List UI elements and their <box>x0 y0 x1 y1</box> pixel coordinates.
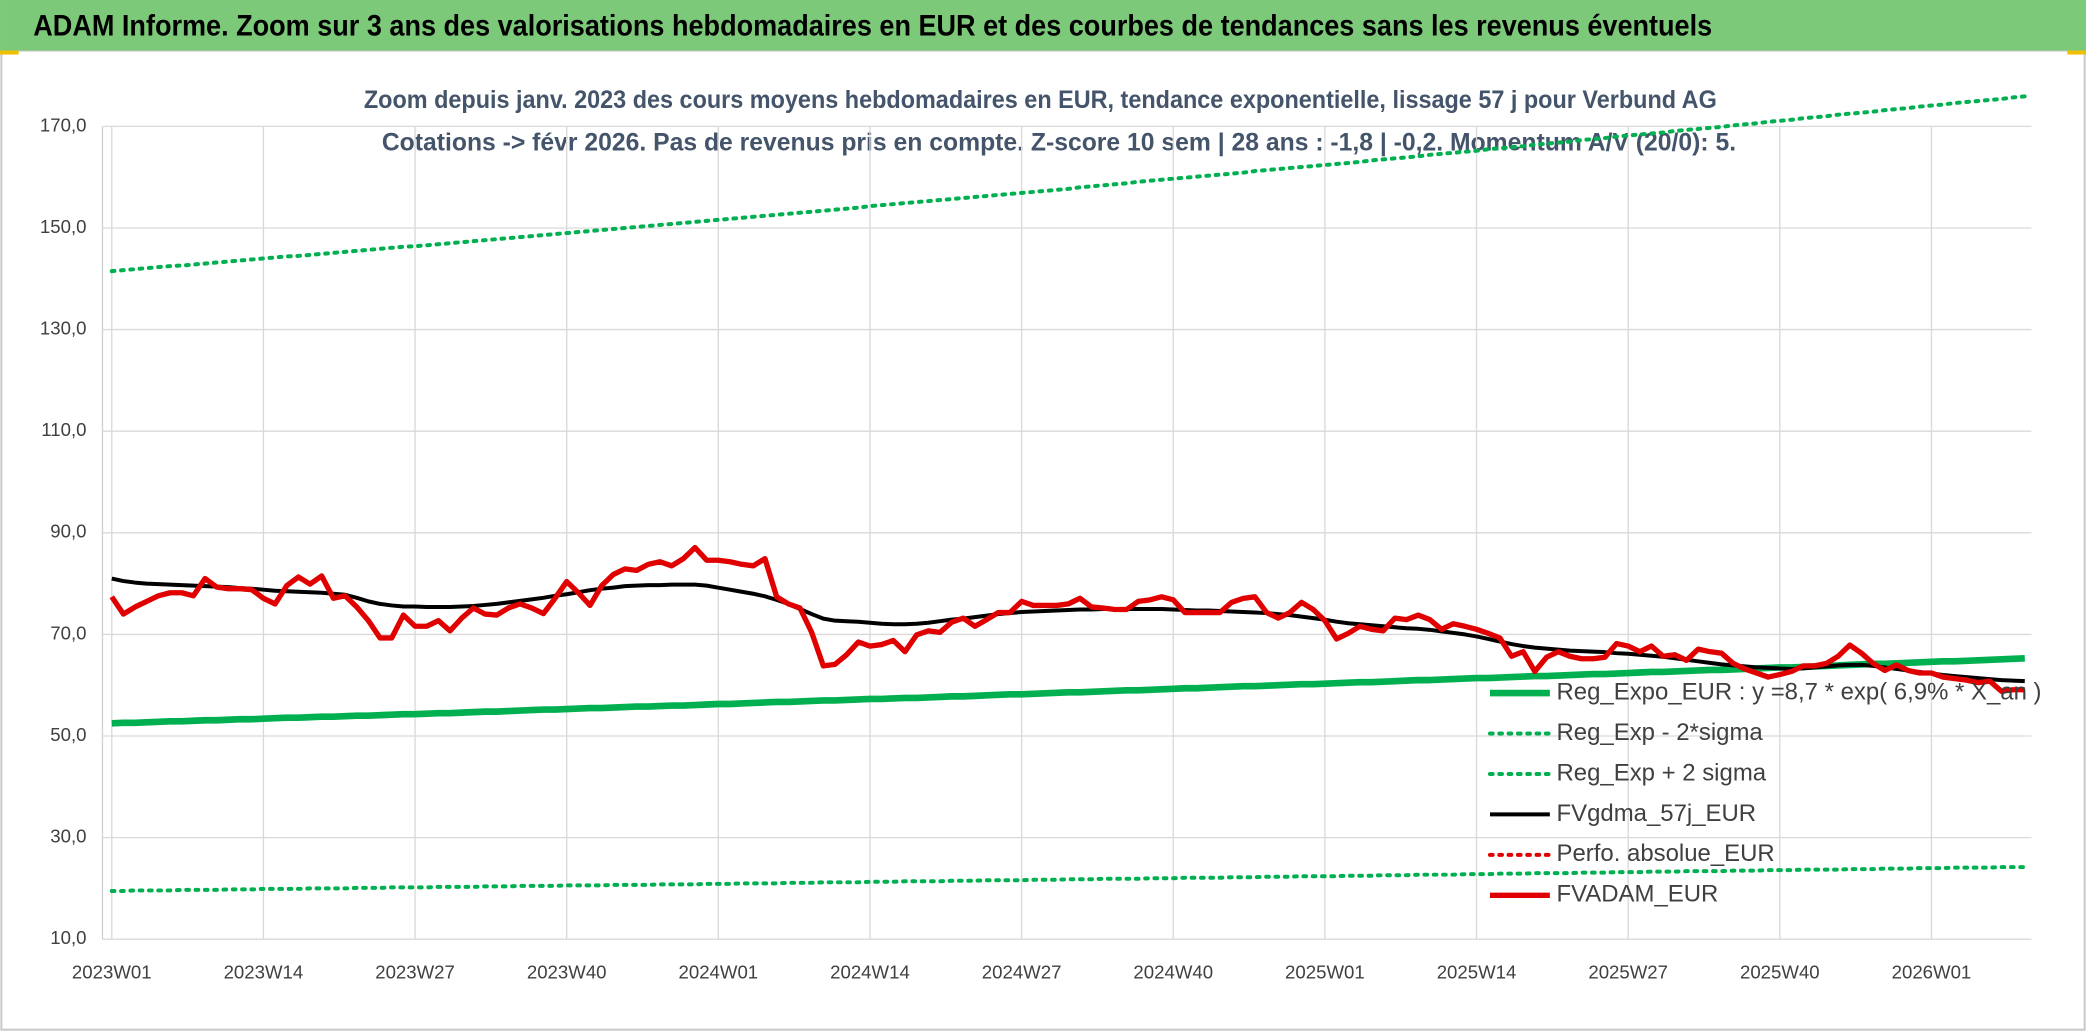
chart-title: Zoom depuis janv. 2023 des cours moyens … <box>364 86 1717 114</box>
page-title: ADAM Informe. Zoom sur 3 ans des valoris… <box>33 11 1712 43</box>
legend-label: Perfo. absolue_EUR <box>1557 840 1775 867</box>
x-tick-label: 2026W01 <box>1892 962 1972 983</box>
series-line <box>109 94 2027 274</box>
legend: Reg_Expo_EUR : y =8,7 * exp( 6,9% * X_an… <box>1487 678 2042 908</box>
x-tick-label: 2025W40 <box>1740 962 1820 983</box>
x-tick-label: 2024W01 <box>679 962 759 983</box>
x-tick-label: 2023W40 <box>527 962 607 983</box>
legend-label: FVADAM_EUR <box>1557 881 1719 908</box>
x-tick-label: 2024W27 <box>982 962 1062 983</box>
header-bar <box>0 0 2086 51</box>
x-tick-label: 2023W27 <box>375 962 455 983</box>
y-tick-label: 170,0 <box>40 114 87 135</box>
y-tick-label: 90,0 <box>50 521 86 542</box>
header-accent <box>2067 50 2086 55</box>
y-tick-label: 110,0 <box>41 419 86 440</box>
y-tick-label: 70,0 <box>50 622 86 643</box>
plot-lines <box>109 94 2027 893</box>
legend-label: Reg_Expo_EUR : y =8,7 * exp( 6,9% * X_an… <box>1557 678 2042 705</box>
y-tick-label: 30,0 <box>50 826 86 847</box>
legend-label: Reg_Exp - 2*sigma <box>1557 719 1764 746</box>
series-line <box>111 576 2025 684</box>
y-tick-label: 150,0 <box>40 216 87 237</box>
x-tick-label: 2024W40 <box>1133 962 1213 983</box>
y-tick-label: 10,0 <box>50 927 86 948</box>
series-line <box>111 654 2025 727</box>
header-accent <box>0 50 19 55</box>
x-tick-label: 2025W14 <box>1437 962 1517 983</box>
series-line <box>109 544 2025 694</box>
x-tick-label: 2024W14 <box>830 962 910 983</box>
chart-subtitle: Cotations -> févr 2026. Pas de revenus p… <box>382 128 1736 156</box>
x-tick-label: 2023W01 <box>72 962 152 983</box>
x-tick-label: 2023W14 <box>224 962 304 983</box>
y-tick-label: 50,0 <box>50 724 86 745</box>
legend-label: Reg_Exp + 2 sigma <box>1557 759 1767 786</box>
series-line <box>109 865 2027 893</box>
x-tick-label: 2025W01 <box>1285 962 1365 983</box>
x-tick-label: 2025W27 <box>1588 962 1668 983</box>
y-tick-label: 130,0 <box>40 318 87 339</box>
legend-label: FVgdma_57j_EUR <box>1557 800 1757 827</box>
